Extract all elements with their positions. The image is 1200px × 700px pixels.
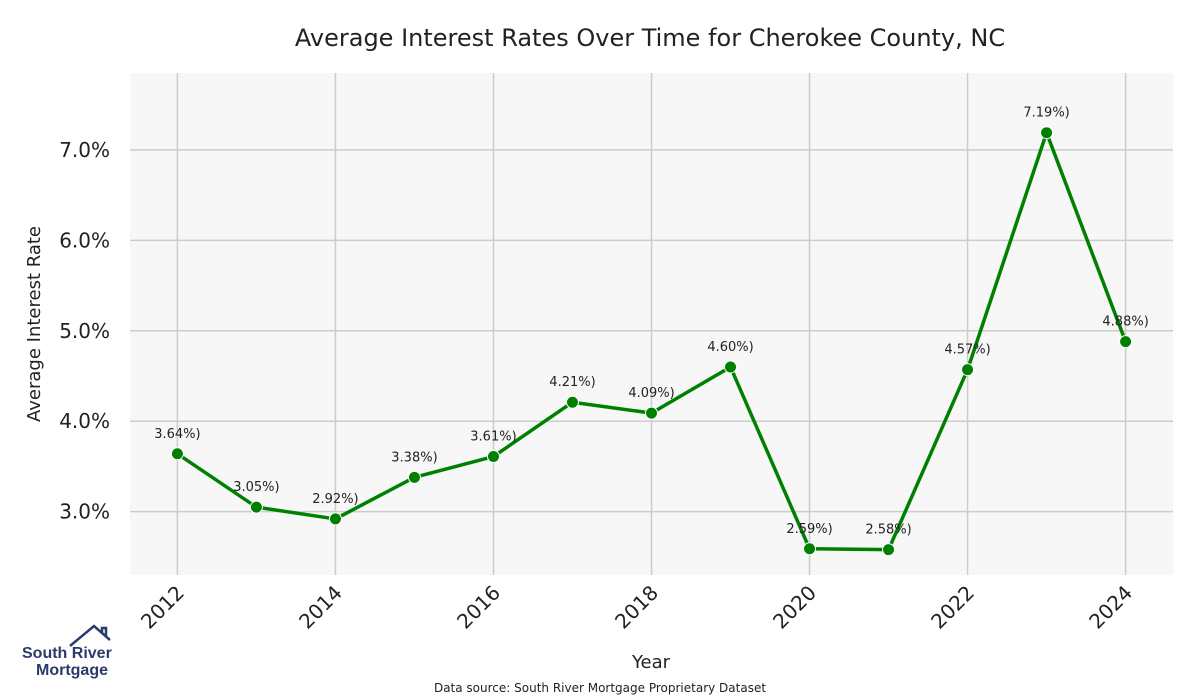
y-tick-label: 6.0% <box>59 228 110 252</box>
x-axis: 2012 2014 2016 2018 2020 2022 2024 <box>136 581 1137 634</box>
data-label: 3.05%) <box>233 480 279 495</box>
data-point <box>328 512 342 526</box>
data-label: 2.58%) <box>865 523 911 538</box>
x-tick-label: 2014 <box>294 581 347 634</box>
data-label: 4.60%) <box>707 340 753 355</box>
data-label: 4.57%) <box>944 343 990 358</box>
y-axis-label: Average Interest Rate <box>24 226 45 422</box>
logo-text-line1: South River <box>22 645 112 662</box>
y-tick-label: 4.0% <box>59 409 110 433</box>
data-label: 4.21%) <box>549 375 595 390</box>
x-tick-label: 2016 <box>452 581 505 634</box>
data-point <box>249 500 263 514</box>
data-point <box>645 406 658 420</box>
x-tick-label: 2020 <box>768 581 821 634</box>
data-labels: 3.64%) 3.05%) 2.92%) 3.38%) 3.61%) 4.21%) 4.09… <box>154 106 1149 538</box>
data-label: 7.19%) <box>1023 106 1069 121</box>
grid <box>130 73 1173 575</box>
data-point <box>1119 335 1133 349</box>
data-point <box>1040 126 1054 140</box>
south-river-mortgage-logo: South River Mortgage <box>22 624 112 679</box>
data-label: 3.64%) <box>154 427 200 442</box>
data-point <box>803 542 817 556</box>
data-label: 4.88%) <box>1102 315 1148 330</box>
y-tick-label: 3.0% <box>59 500 110 524</box>
y-tick-label: 7.0% <box>59 138 110 162</box>
logo-text-line2: Mortgage <box>36 662 108 679</box>
data-source-note: Data source: South River Mortgage Propri… <box>434 681 766 695</box>
data-point <box>170 447 184 461</box>
data-point <box>407 470 421 484</box>
x-tick-label: 2012 <box>136 581 189 634</box>
data-point <box>961 363 975 377</box>
data-label: 2.59%) <box>786 522 832 537</box>
x-axis-label: Year <box>631 652 671 673</box>
y-tick-label: 5.0% <box>59 319 110 343</box>
data-label: 4.09%) <box>628 386 674 401</box>
data-points <box>170 126 1133 557</box>
data-label: 3.61%) <box>470 430 516 445</box>
data-point <box>724 360 738 374</box>
x-tick-label: 2018 <box>610 581 663 634</box>
house-roof-icon <box>69 624 111 647</box>
x-tick-label: 2022 <box>926 581 979 634</box>
data-point <box>882 543 896 557</box>
data-point <box>486 450 500 464</box>
data-point <box>565 395 579 409</box>
data-label: 2.92%) <box>312 492 358 507</box>
data-label: 3.38%) <box>391 450 437 465</box>
y-axis: 3.0% 4.0% 5.0% 6.0% 7.0% <box>59 138 110 524</box>
x-tick-label: 2024 <box>1084 581 1137 634</box>
chart-title: Average Interest Rates Over Time for Che… <box>295 24 1005 52</box>
